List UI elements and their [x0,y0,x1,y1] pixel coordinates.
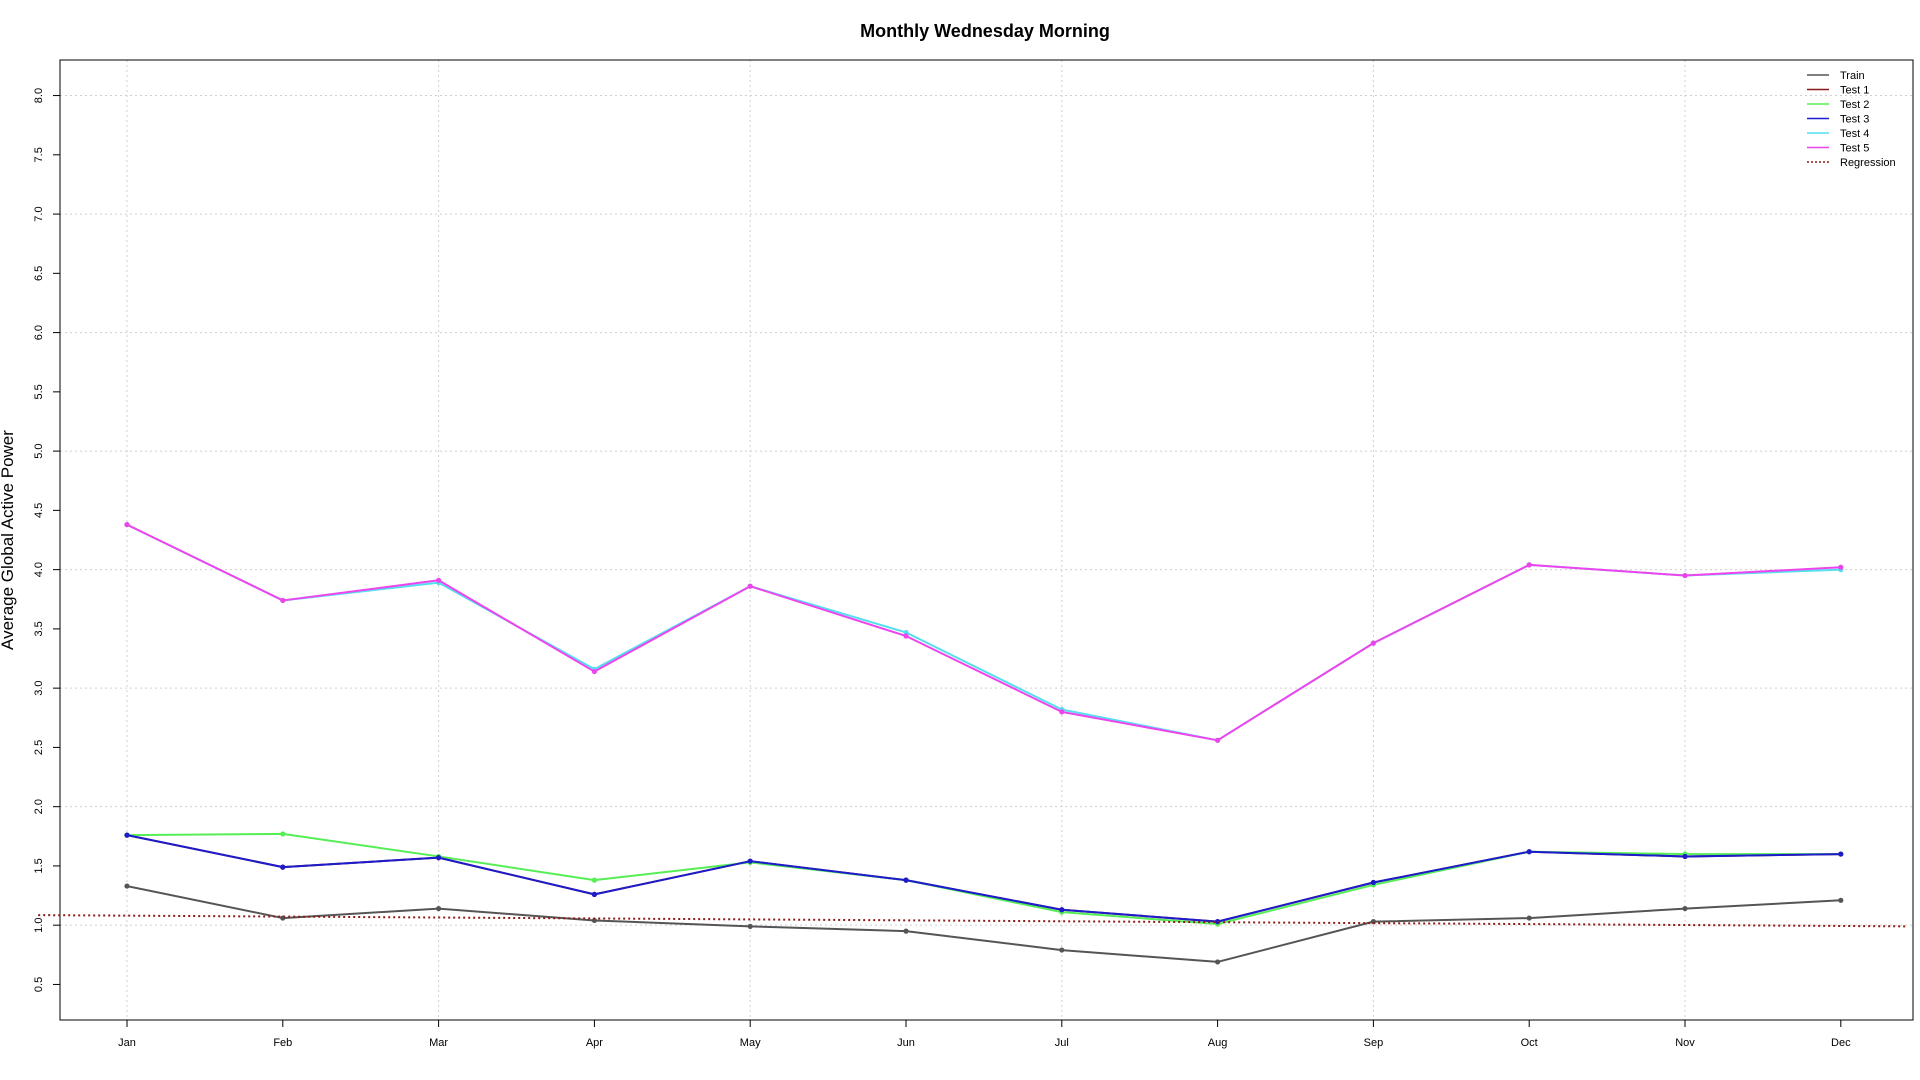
data-point [747,583,753,589]
data-point [436,855,442,861]
data-point [280,831,286,837]
y-tick-label: 6.5 [33,266,45,281]
y-tick-label: 6.0 [33,325,45,340]
y-tick-label: 0.5 [33,977,45,992]
x-tick-label: Apr [586,1037,603,1049]
x-tick-label: Sep [1364,1037,1384,1049]
x-tick-label: Nov [1675,1037,1695,1049]
x-tick-label: Jun [897,1037,915,1049]
data-point [903,877,909,883]
y-tick-label: 4.5 [33,503,45,518]
data-point [1370,879,1376,886]
y-tick-label: 1.5 [33,858,45,873]
series-test-3 [124,832,1844,925]
data-point [903,928,909,934]
legend-label: Test 1 [1840,85,1869,97]
legend-label: Test 5 [1840,143,1869,155]
x-tick-label: Jan [118,1037,136,1049]
x-tick-label: Aug [1208,1037,1228,1049]
y-tick-label: 7.0 [33,206,45,221]
data-point [1682,572,1688,579]
data-point [1059,709,1065,715]
series-test-4 [124,521,1844,743]
legend-label: Test 2 [1840,99,1869,111]
series-line-test-3 [126,834,1841,923]
data-point [903,629,909,636]
y-tick-label: 7.5 [33,147,45,162]
data-point [124,521,130,528]
data-point [1682,905,1688,912]
legend-label: Test 4 [1840,128,1869,140]
y-tick-label: 2.0 [33,799,45,814]
x-tick-label: Dec [1831,1037,1851,1049]
series-regression [38,914,1908,928]
axes: 0.5 1.0 1.5 2.0 2.5 3.0 3.5 4.0 4.5 5.0 5.5 6.0 6.5 7… [33,59,1914,1049]
y-tick-label: 4.0 [33,562,45,577]
data-point [1370,640,1376,646]
legend-label: Regression [1840,157,1896,169]
data-point [747,923,753,929]
series-test-5 [124,521,1844,743]
series-line-test-4 [126,523,1841,742]
plot-frame [59,59,1914,1021]
data-point [747,858,753,864]
y-tick-label: 2.5 [33,740,45,755]
y-tick-label: 3.0 [33,680,45,695]
data-point [1682,853,1688,860]
y-tick-label: 5.0 [33,443,45,458]
legend-item-test-5: Test 5 [1807,143,1869,155]
chart-title: Monthly Wednesday Morning [860,21,1110,41]
data-point [1838,564,1844,570]
x-tick-label: Feb [273,1037,292,1049]
series-train [124,883,1844,965]
data-point [280,597,286,604]
data-point [1838,897,1844,903]
data-point [1838,851,1844,857]
data-point [591,877,598,883]
data-point [903,633,909,639]
legend-item-test-3: Test 3 [1807,114,1869,126]
legend-label: Train [1840,70,1865,82]
data-point [591,668,598,675]
data-point [591,891,598,897]
x-tick-label: May [740,1037,761,1049]
y-axis-label: Average Global Active Power [0,430,17,650]
y-tick-label: 1.0 [33,918,45,933]
series-line-train [126,885,1841,963]
data-point [280,864,286,870]
series-line-test-5 [126,523,1841,742]
data-point [436,905,442,912]
x-tick-label: Jul [1055,1037,1069,1049]
y-tick-label: 5.5 [33,384,45,399]
data-point [1059,907,1065,913]
series-lines [38,521,1908,965]
data-point [591,917,598,924]
y-tick-label: 3.5 [33,621,45,636]
x-tick-label: Oct [1521,1037,1538,1049]
legend-item-test-2: Test 2 [1807,99,1869,111]
x-tick-label: Mar [429,1037,448,1049]
data-point [436,577,442,583]
regression-line [38,914,1908,928]
data-point [124,832,130,838]
grid-lines [60,60,1913,1020]
data-point [1526,915,1532,921]
data-point [1059,947,1065,953]
legend-label: Test 3 [1840,114,1869,126]
legend-item-train: Train [1807,70,1865,82]
series-test-1 [124,832,1844,925]
data-point [1215,959,1221,965]
data-point [1526,849,1532,855]
data-point [1215,737,1221,743]
legend-item-test-1: Test 1 [1807,85,1869,97]
y-tick-label: 8.0 [33,88,45,103]
data-point [1526,562,1532,568]
legend-item-test-4: Test 4 [1807,128,1869,140]
series-line-test-2 [126,832,1841,925]
data-point [124,883,130,889]
legend-item-regression: Regression [1807,157,1896,169]
legend: Train Test 1 Test 2 Test 3 Test 4 Test 5 Regre… [1807,70,1896,169]
